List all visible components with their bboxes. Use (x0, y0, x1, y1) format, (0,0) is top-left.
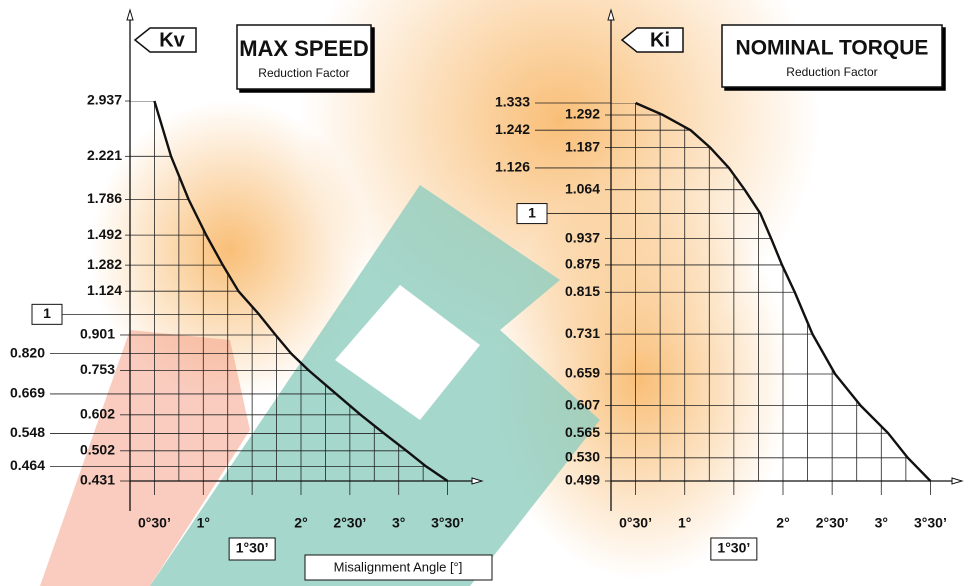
y-tick-label: 0.499 (565, 472, 600, 488)
y-tick-label: 0.901 (80, 326, 115, 342)
title-box: NOMINAL TORQUE Reduction Factor (721, 24, 943, 88)
y-tick-label: 0.464 (10, 457, 45, 473)
curve (635, 101, 932, 482)
tick-box (710, 537, 758, 561)
y-axis-label: Kv (159, 29, 185, 51)
x-axis-title: Misalignment Angle [°] (304, 554, 493, 581)
x-tick-label: 3°30’ (431, 515, 464, 531)
plot: 2.937 2.221 1.786 1.492 1.282 1.124 1 0.901 0.82… (10, 8, 484, 561)
y-tick-label: 0.602 (80, 406, 115, 422)
y-tick-label: 2.221 (87, 147, 122, 163)
x-tick-label: 1° (678, 515, 691, 531)
tick-box (31, 303, 63, 325)
y-tick-label: 0.937 (565, 229, 600, 245)
y-tick-label: 1.064 (565, 180, 600, 196)
x-tick-label: 3° (875, 515, 888, 531)
x-tick-label: 0°30’ (138, 515, 171, 531)
curve (153, 100, 449, 482)
x-axis-arrow (951, 477, 964, 485)
x-tick-label: 0°30’ (619, 515, 652, 531)
y-tick-label: 1.187 (565, 138, 600, 154)
x-axis-label: Misalignment Angle [°] (334, 559, 463, 574)
y-tick-label: 0.815 (565, 283, 600, 299)
chart-title: MAX SPEED (239, 36, 369, 61)
x-tick-label: 3° (392, 515, 405, 531)
y-tick-label: 1.333 (495, 94, 530, 110)
x-tick-label: 1°30’ (717, 540, 750, 556)
watermark (40, 0, 820, 586)
y-tick-label: 0.548 (10, 424, 45, 440)
x-tick-label: 3°30’ (914, 515, 947, 531)
y-tick-label: 0.607 (565, 396, 600, 412)
y-axis-arrow (126, 8, 134, 21)
y-tick-label: 0.502 (80, 442, 115, 458)
y-tick-label: 1.242 (495, 121, 530, 137)
y-tick-label: 0.565 (565, 424, 600, 440)
x-tick-label: 1°30’ (236, 540, 269, 556)
y-tick-label: 0.820 (10, 344, 45, 360)
y-tick-label: 1.282 (87, 256, 122, 272)
y-tick-label: 0.731 (565, 325, 600, 341)
tick-box (228, 537, 276, 561)
y-tick-label: 0.753 (80, 361, 115, 377)
y-tick-label: 0.659 (565, 365, 600, 381)
chart-subtitle: Reduction Factor (258, 66, 349, 80)
tick-box (516, 203, 548, 225)
y-tick-label: 0.431 (80, 472, 115, 488)
grid (130, 101, 448, 481)
kv-badge: Kv (133, 27, 197, 53)
y-tick-label: 1.492 (87, 226, 122, 242)
y-tick-label: 1.292 (565, 106, 600, 122)
y-tick-label: 1 (528, 204, 536, 220)
chart-title: NOMINAL TORQUE (736, 37, 929, 60)
x-tick-label: 2° (776, 515, 789, 531)
y-axis-label: Ki (650, 29, 670, 51)
y-tick-label: 1.786 (87, 190, 122, 206)
x-tick-label: 2° (294, 515, 307, 531)
y-tick-label: 1.124 (87, 282, 122, 298)
y-tick-label: 1 (43, 305, 51, 321)
y-tick-label: 1.126 (495, 159, 530, 175)
ki-badge: Ki (620, 27, 684, 53)
x-axis-arrow (471, 477, 484, 485)
y-axis-arrow (607, 8, 615, 21)
title-box: MAX SPEED Reduction Factor (236, 24, 372, 90)
y-tick-label: 2.937 (87, 92, 122, 108)
x-tick-label: 1° (197, 515, 210, 531)
x-tick-label: 2°30’ (333, 515, 366, 531)
y-tick-label: 0.669 (10, 385, 45, 401)
y-tick-label: 0.530 (565, 449, 600, 465)
chart-subtitle: Reduction Factor (786, 65, 877, 79)
x-tick-label: 2°30’ (816, 515, 849, 531)
y-tick-label: 0.875 (565, 256, 600, 272)
